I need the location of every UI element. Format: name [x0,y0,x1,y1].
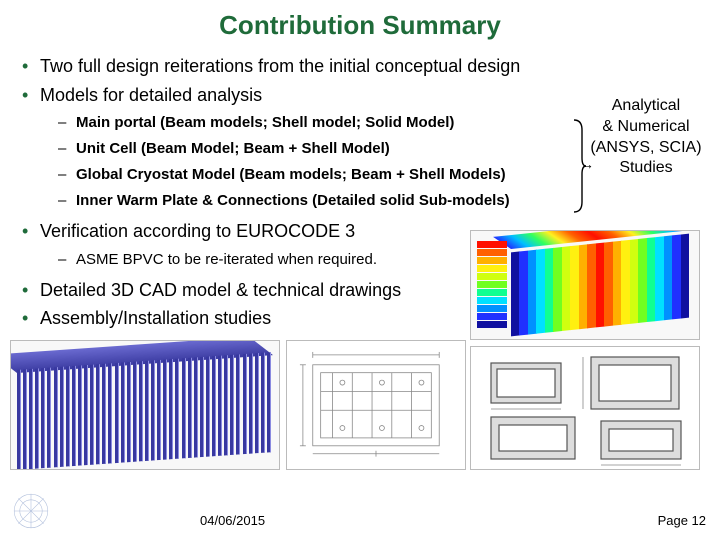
page-title: Contribution Summary [0,0,720,49]
side-note-line: (ANSYS, SCIA) [586,138,706,159]
bullet-design-reiterations: Two full design reiterations from the in… [22,55,710,78]
side-note: Analytical & Numerical (ANSYS, SCIA) Stu… [586,96,706,179]
sub-inner-warm-plate: Inner Warm Plate & Connections (Detailed… [22,192,710,210]
figure-fea-colored [470,230,700,340]
footer: 04/06/2015 Page 12 [0,510,720,534]
footer-page: Page 12 [658,513,706,528]
figure-technical-drawing [286,340,466,470]
figure-frame-diagram [470,346,700,470]
footer-date: 04/06/2015 [200,513,265,528]
side-note-line: Analytical [586,96,706,117]
side-note-line: & Numerical [586,117,706,138]
figure-row [10,340,710,490]
logo-icon [10,490,52,532]
figure-ribbed-structure [10,340,280,470]
side-note-line: Studies [586,158,706,179]
